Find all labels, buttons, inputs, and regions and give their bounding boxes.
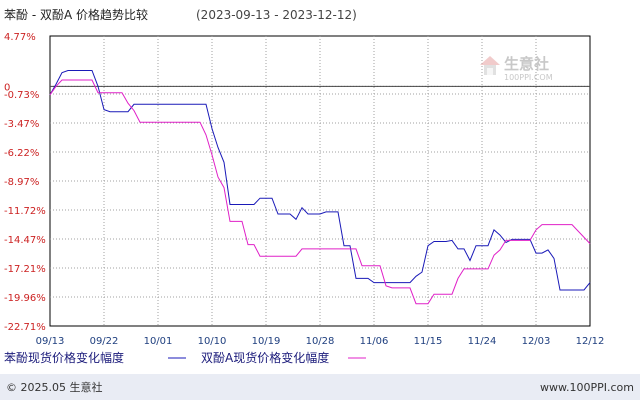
x-tick-label: 12/12 (576, 336, 605, 347)
x-tick-label: 10/28 (306, 336, 335, 347)
legend-label-bpa: 双酚A现货价格变化幅度 (201, 350, 329, 365)
watermark-logo-icon (480, 56, 500, 75)
footer-site-link[interactable]: www.100PPI.com (540, 381, 634, 394)
y-tick-label: -3.47% (4, 119, 39, 130)
y-tick-label: 0 (4, 82, 10, 93)
watermark: 生意社 100PPI.COM (480, 55, 553, 82)
x-tick-label: 09/13 (36, 336, 65, 347)
y-tick-label: -19.96% (4, 293, 46, 304)
y-tick-label: 4.77% (4, 32, 36, 43)
y-tick-label: -8.97% (4, 177, 39, 188)
chart-date-range: (2023-09-13 - 2023-12-12) (196, 8, 357, 22)
series-lines (49, 70, 591, 305)
footer-copyright: © 2025.05 生意社 (6, 380, 102, 394)
x-tick-label: 09/22 (90, 336, 119, 347)
series-line-bpa (49, 79, 591, 305)
x-tick-label: 11/24 (468, 336, 497, 347)
legend: 苯酚现货价格变化幅度 双酚A现货价格变化幅度 (4, 350, 366, 365)
watermark-url: 100PPI.COM (504, 73, 553, 82)
series-line-phenol (49, 70, 591, 291)
x-tick-label: 10/01 (144, 336, 173, 347)
y-tick-label: -0.73% (4, 90, 39, 101)
chart-title: 苯酚 - 双酚A 价格趋势比较 (4, 7, 148, 22)
watermark-brand: 生意社 (504, 55, 549, 73)
x-tick-label: 12/03 (522, 336, 551, 347)
legend-label-phenol: 苯酚现货价格变化幅度 (4, 350, 124, 365)
y-tick-label: -14.47% (4, 235, 46, 246)
y-tick-label: -11.72% (4, 206, 46, 217)
footer-bar (0, 374, 640, 400)
y-tick-label: -17.21% (4, 264, 46, 275)
y-axis: 4.77% 0-0.73% -3.47% -6.22% -8.97% -11.72% -14… (4, 32, 46, 333)
grid (50, 36, 590, 326)
x-axis: 09/13 09/22 10/01 10/10 10/19 10/28 11/06 11/15… (36, 336, 605, 347)
y-tick-label: -6.22% (4, 148, 39, 159)
x-tick-label: 11/06 (360, 336, 389, 347)
x-tick-label: 10/10 (198, 336, 227, 347)
x-tick-label: 10/19 (252, 336, 281, 347)
y-tick-label: -22.71% (4, 322, 46, 333)
x-tick-label: 11/15 (414, 336, 443, 347)
